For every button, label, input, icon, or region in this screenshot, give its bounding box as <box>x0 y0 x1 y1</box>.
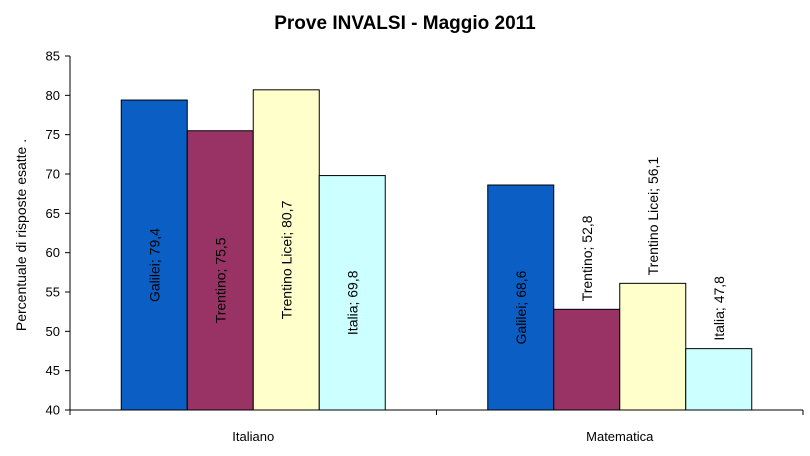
bar-italia-italiano <box>318 175 386 411</box>
y-tick-label: 75 <box>46 127 60 142</box>
y-axis-label: Percentuale di risposte esatte . <box>13 139 29 331</box>
bar-galilei-italiano <box>120 99 188 411</box>
y-tick-label: 85 <box>46 49 60 64</box>
y-tick-label: 45 <box>46 363 60 378</box>
y-tick-label: 65 <box>46 206 60 221</box>
data-label: Italia; 47,8 <box>711 276 727 341</box>
chart-title: Prove INVALSI - Maggio 2011 <box>274 13 536 34</box>
x-category-label: Matematica <box>586 429 654 444</box>
y-tick-label: 80 <box>46 88 60 103</box>
data-label: Galilei; 68,6 <box>513 270 529 344</box>
data-label: Trentino Licei; 80,7 <box>278 200 294 319</box>
bar-trentino-italiano <box>186 130 254 411</box>
data-label: Galilei; 79,4 <box>146 228 162 302</box>
y-tick-label: 70 <box>46 167 60 182</box>
y-tick-label: 60 <box>46 245 60 260</box>
plot-area: 40 45 50 55 60 65 70 75 80 85 Italiano Matematica Ga… <box>46 49 804 444</box>
data-label: Trentino; 75,5 <box>212 237 228 323</box>
bar-trentino-licei-italiano <box>252 89 320 411</box>
bar-galilei-matematica <box>487 184 555 411</box>
data-label: Italia; 69,8 <box>344 270 360 335</box>
data-label: Trentino Licei; 56,1 <box>645 157 661 276</box>
bar-italia-matematica <box>685 348 753 411</box>
y-tick-label: 50 <box>46 324 60 339</box>
x-category-label: Italiano <box>232 429 274 444</box>
data-label: Trentino; 52,8 <box>579 215 595 301</box>
bar-trentino-matematica <box>553 308 621 411</box>
y-tick-label: 40 <box>46 403 60 418</box>
y-tick-label: 55 <box>46 285 60 300</box>
bar-trentino-licei-matematica <box>619 282 687 411</box>
